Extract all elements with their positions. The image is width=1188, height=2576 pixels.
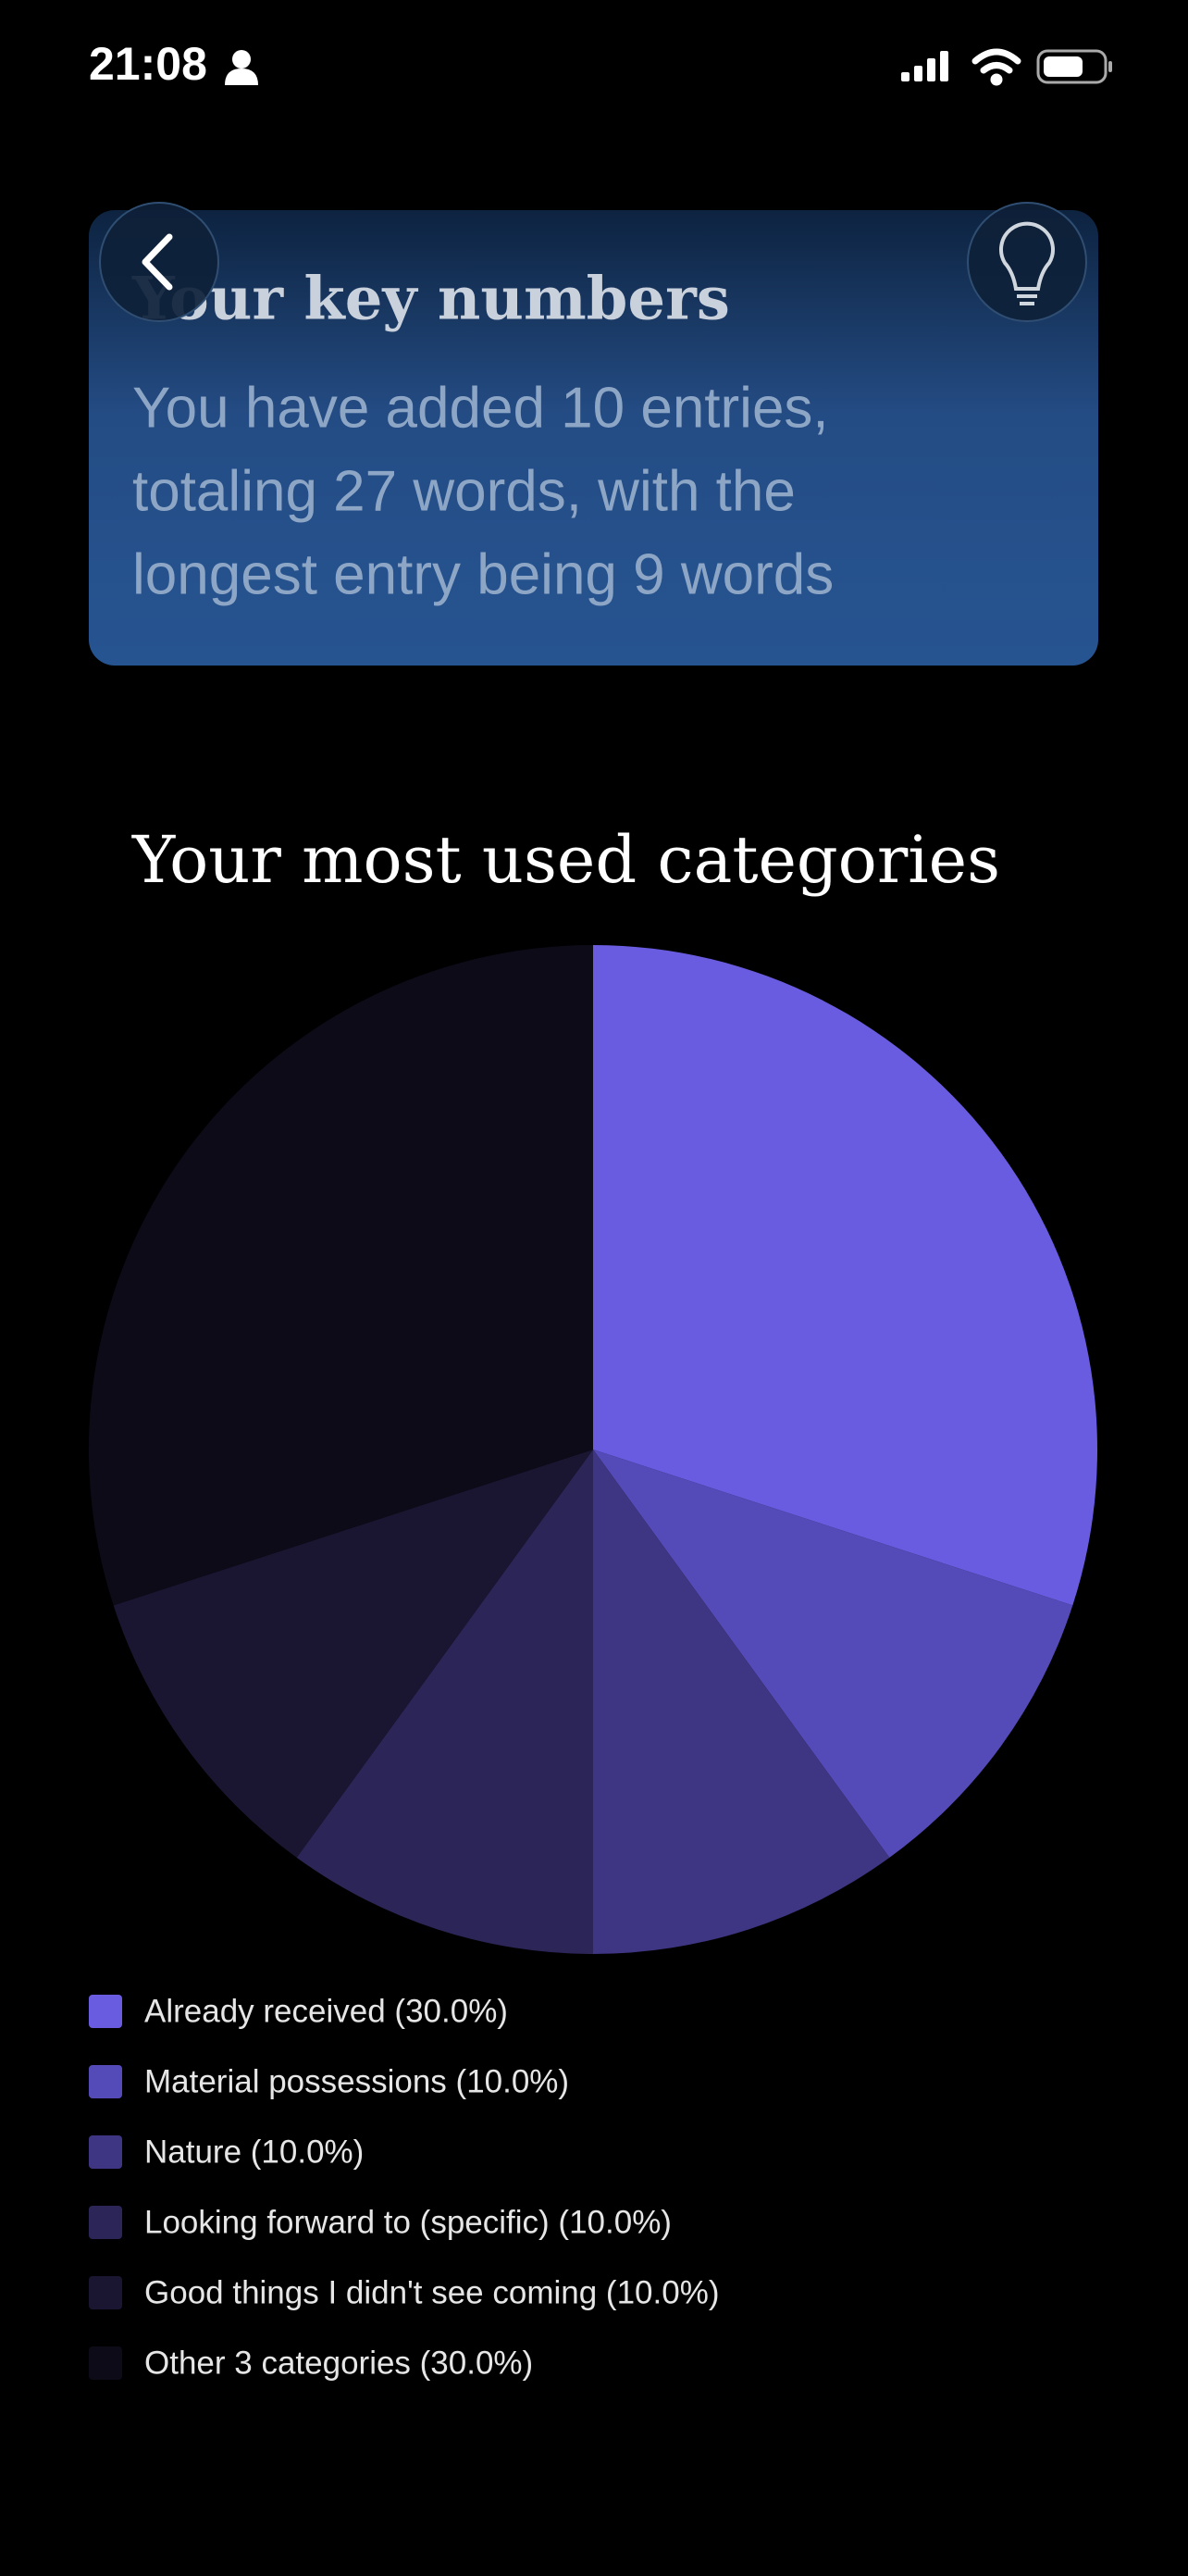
signal-icon xyxy=(901,51,948,81)
card-title: Your key numbers xyxy=(131,265,730,334)
legend-label: Nature (10.0%) xyxy=(144,2134,364,2170)
pie-slice xyxy=(593,1450,890,1954)
user-icon xyxy=(225,50,258,85)
pie xyxy=(88,945,1097,1954)
tip-button[interactable] xyxy=(967,202,1087,322)
chart-title: Your most used categories xyxy=(131,822,1000,898)
card-text: You have added 10 entries, xyxy=(132,376,829,440)
legend-swatch xyxy=(89,2135,122,2169)
legend-label: Looking forward to (specific) (10.0%) xyxy=(144,2204,672,2240)
legend-label: Other 3 categories (30.0%) xyxy=(144,2345,533,2381)
battery-icon xyxy=(1036,49,1112,84)
legend-swatch xyxy=(89,2065,122,2098)
card-text: totaling 27 words, with the xyxy=(132,459,796,523)
legend-swatch xyxy=(89,1995,122,2028)
pie-slice xyxy=(593,1450,1073,1858)
legend-label: Good things I didn't see coming (10.0%) xyxy=(144,2274,719,2310)
legend-swatch xyxy=(89,2276,122,2309)
back-button[interactable] xyxy=(99,202,219,322)
status-time: 21:08 xyxy=(89,38,207,90)
legend-swatch xyxy=(89,2206,122,2239)
legend: Already received (30.0%) Material possess… xyxy=(89,1993,719,2381)
pie-slice xyxy=(593,945,1097,1606)
legend-label: Material possessions (10.0%) xyxy=(144,2063,569,2099)
key-numbers-card xyxy=(89,210,1098,666)
legend-swatch xyxy=(89,2346,122,2380)
pie-slice xyxy=(113,1450,594,1858)
wifi-icon xyxy=(971,48,1021,86)
card-text: longest entry being 9 words xyxy=(132,542,834,606)
pie-slice xyxy=(296,1450,593,1954)
pie-slice xyxy=(88,945,594,1606)
legend-label: Already received (30.0%) xyxy=(144,1993,508,2029)
